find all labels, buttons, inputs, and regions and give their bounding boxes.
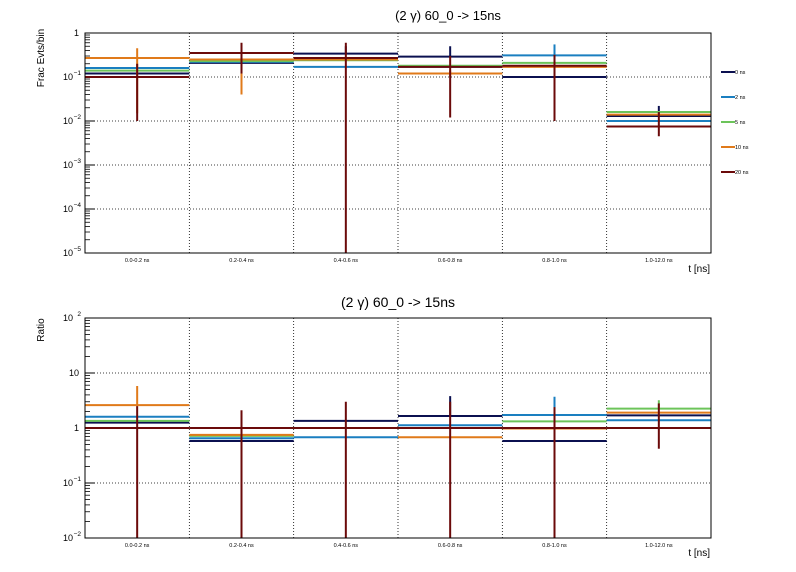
top-x-category-label: 0.8-1.0 ns [542,258,567,264]
top-y-tick-exponent: −1 [74,70,82,77]
bottom-x-category-label: 0.6-0.8 ns [438,543,463,549]
top-y-tick-exponent: −3 [74,158,82,165]
top-x-category-label: 0.2-0.4 ns [229,258,254,264]
top-y-ticks: 110−110−210−310−410−5 [63,28,95,258]
bottom-data-marks [85,386,711,538]
bottom-x-categories: 0.0-0.2 ns 0.2-0.4 ns 0.4-0.6 ns 0.6-0.8 ns… [125,543,673,549]
top-plot-frame [84,32,712,254]
top-y-tick-label: 1 [74,28,79,38]
top-x-axis-label: t [ns] [688,264,710,275]
bottom-panel: (2 γ) 60_0 -> 15ns Ratio t [ns] 10 2 10 1 10… [36,294,712,559]
top-data-marks [85,42,711,253]
bottom-x-axis-label: t [ns] [688,548,710,559]
bottom-y-tick-label: 1 [74,423,79,433]
bottom-y-tick-exponent: −2 [74,531,82,538]
legend-label-2ns: 2 ns [735,95,746,101]
top-grid [85,33,711,253]
top-x-category-label: 0.4-0.6 ns [334,258,359,264]
top-x-categories: 0.0-0.2 ns 0.2-0.4 ns 0.4-0.6 ns 0.6-0.8 ns… [125,258,673,264]
legend: 0 ns 2 ns 5 ns 10 ns 20 ns [721,70,749,176]
bottom-plot-frame [84,317,712,539]
bottom-chart-title: (2 γ) 60_0 -> 15ns [341,294,455,310]
top-chart-title: (2 γ) 60_0 -> 15ns [395,8,501,23]
bottom-x-category-label: 0.2-0.4 ns [229,543,254,549]
bottom-y-tick-exponent: 2 [77,311,81,318]
top-x-category-label: 1.0-12.0 ns [645,258,673,264]
bottom-y-tick-label: 10 [69,368,79,378]
legend-label-10ns: 10 ns [735,145,749,151]
top-y-tick-exponent: −4 [74,202,82,209]
top-y-tick-label: 10 [63,72,73,82]
top-y-tick-label: 10 [63,116,73,126]
legend-label-5ns: 5 ns [735,120,746,126]
bottom-y-tick-label: 10 [63,313,73,323]
top-y-tick-label: 10 [63,160,73,170]
top-y-tick-exponent: −5 [74,246,82,253]
bottom-x-category-label: 0.0-0.2 ns [125,543,150,549]
top-y-tick-label: 10 [63,248,73,258]
bottom-x-category-label: 0.8-1.0 ns [542,543,567,549]
top-y-tick-exponent: −2 [74,114,82,121]
legend-label-20ns: 20 ns [735,170,749,176]
legend-label-0ns: 0 ns [735,70,746,76]
top-panel: (2 γ) 60_0 -> 15ns Frac Evts/bin t [ns] … [36,8,749,275]
top-y-axis-label: Frac Evts/bin [36,29,47,87]
top-y-tick-label: 10 [63,204,73,214]
bottom-x-category-label: 1.0-12.0 ns [645,543,673,549]
bottom-y-tick-exponent: −1 [74,476,82,483]
top-x-category-label: 0.0-0.2 ns [125,258,150,264]
top-x-category-label: 0.6-0.8 ns [438,258,463,264]
bottom-y-tick-label: 10 [63,478,73,488]
bottom-x-category-label: 0.4-0.6 ns [334,543,359,549]
bottom-y-axis-label: Ratio [36,318,47,342]
bottom-y-tick-label: 10 [63,533,73,543]
